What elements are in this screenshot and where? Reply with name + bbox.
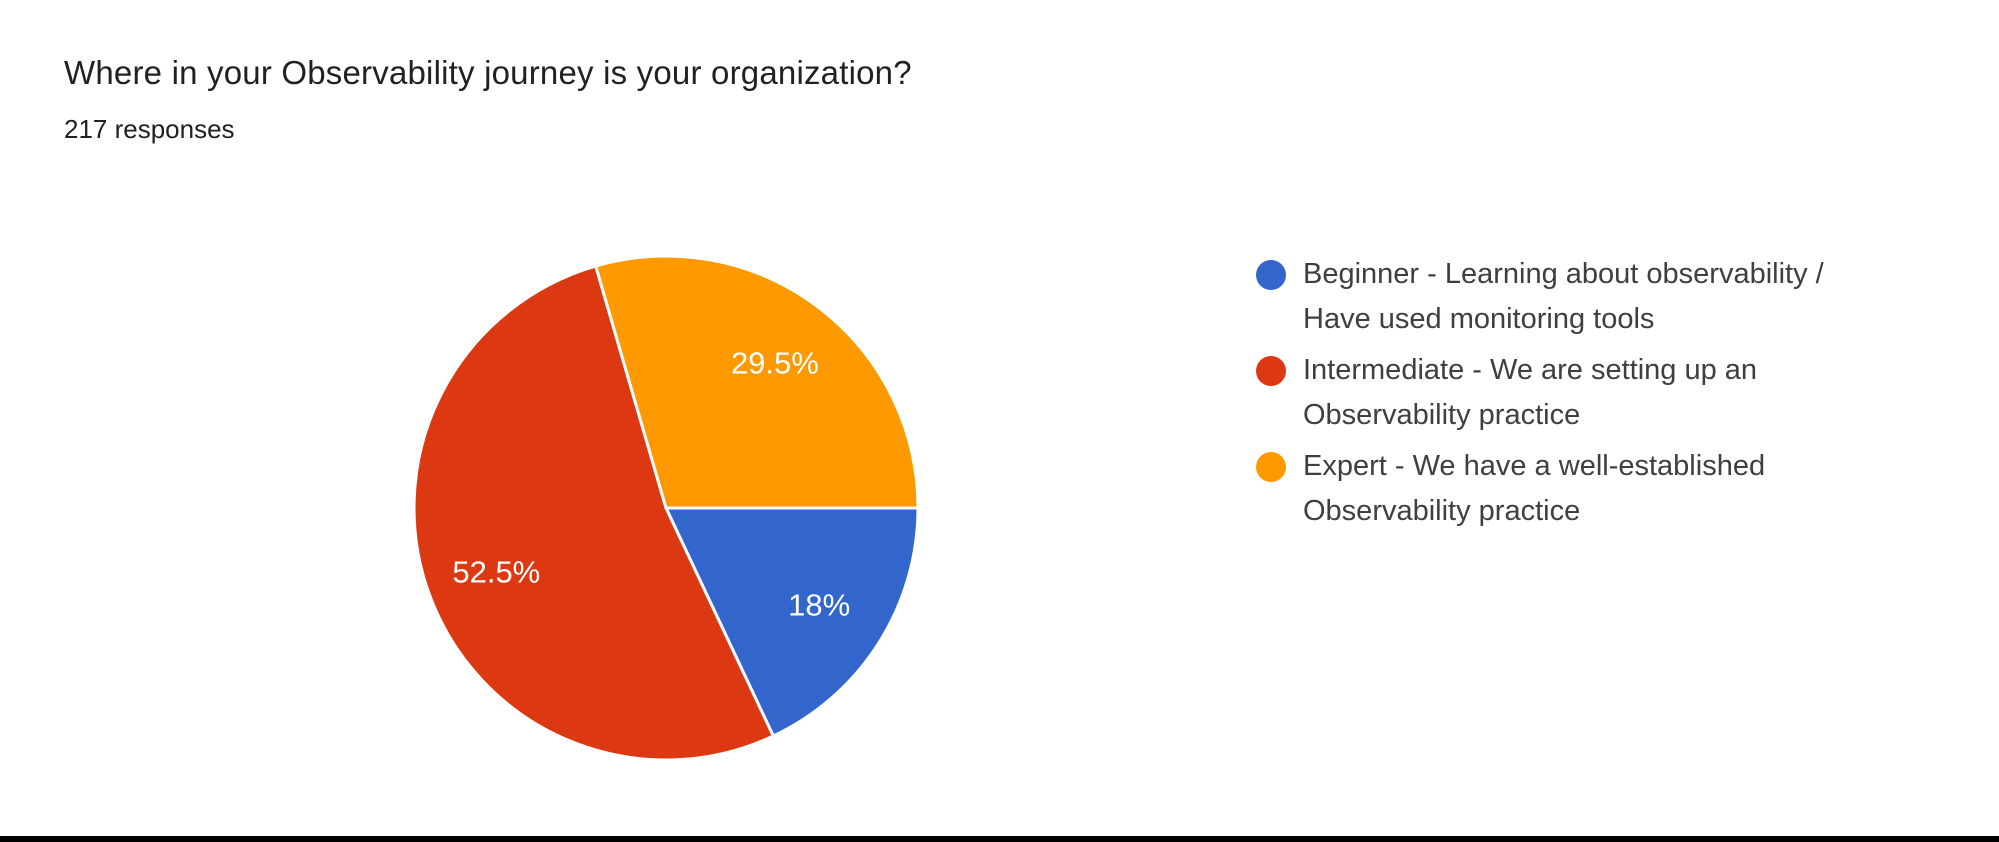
pie-chart-svg: 18% 52.5% 29.5% bbox=[412, 254, 920, 762]
response-count: 217 responses bbox=[64, 114, 235, 144]
legend-item-beginner: Beginner - Learning about observability … bbox=[1256, 252, 1916, 342]
pie-slice-expert[interactable] bbox=[594, 254, 920, 510]
legend-dot-intermediate bbox=[1256, 356, 1286, 386]
legend-label-beginner: Beginner - Learning about observability … bbox=[1303, 258, 1824, 335]
question-title: Where in your Observability journey is y… bbox=[64, 54, 912, 91]
pie-slice-intermediate[interactable] bbox=[412, 264, 775, 762]
bottom-border bbox=[0, 836, 1999, 842]
pie-slice-value-label: 29.5% bbox=[731, 345, 819, 380]
pie-slice-value-label: 52.5% bbox=[452, 555, 540, 590]
legend-label-expert: Expert - We have a well-established Obse… bbox=[1303, 450, 1766, 527]
pie-slice-value-label: 18% bbox=[788, 588, 850, 623]
chart-legend: Beginner - Learning about observability … bbox=[1256, 252, 1916, 540]
pie-slice-beginner[interactable] bbox=[664, 506, 920, 738]
legend-item-intermediate: Intermediate - We are setting up an Obse… bbox=[1256, 348, 1916, 438]
legend-dot-beginner bbox=[1256, 260, 1286, 290]
legend-item-expert: Expert - We have a well-established Obse… bbox=[1256, 444, 1916, 534]
legend-dot-expert bbox=[1256, 452, 1286, 482]
pie-chart: 18% 52.5% 29.5% bbox=[406, 248, 926, 768]
legend-label-intermediate: Intermediate - We are setting up an Obse… bbox=[1303, 354, 1758, 431]
